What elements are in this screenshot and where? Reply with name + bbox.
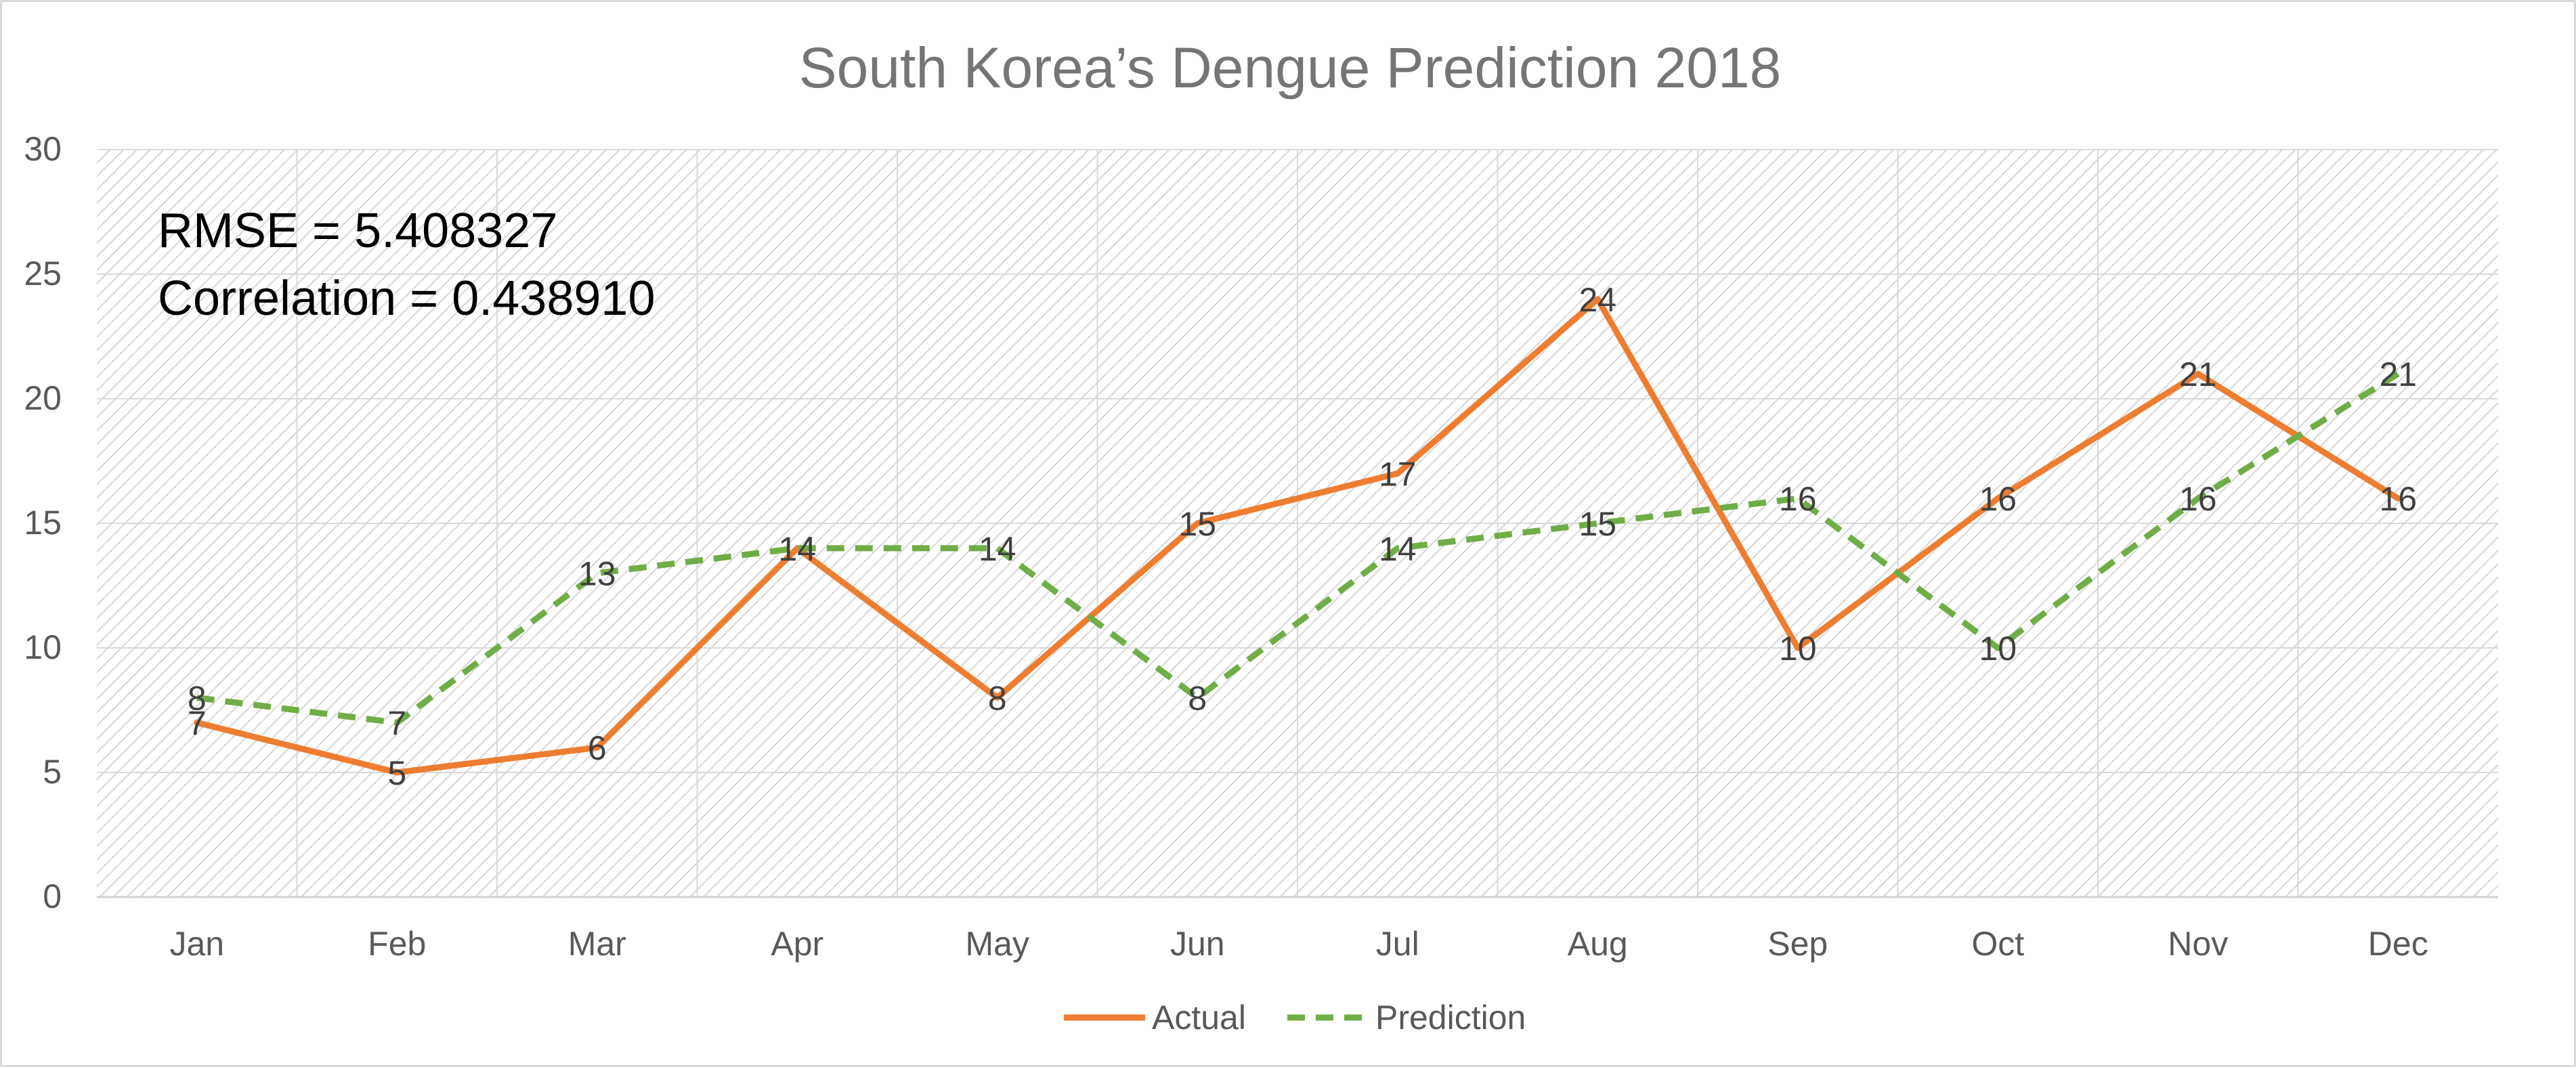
x-tick-label: Sep — [1767, 925, 1828, 963]
data-label-actual: 8 — [988, 680, 1007, 718]
data-label-prediction: 14 — [979, 530, 1016, 568]
x-tick-label: Mar — [568, 925, 626, 963]
x-tick-label: Nov — [2168, 925, 2228, 963]
data-label-prediction: 14 — [778, 530, 816, 568]
data-label-actual: 24 — [1579, 281, 1616, 319]
series-line-actual — [194, 296, 2401, 776]
y-tick-label: 10 — [24, 628, 62, 666]
legend-label-prediction: Prediction — [1375, 999, 1526, 1037]
data-label-prediction: 8 — [188, 680, 207, 718]
y-tick-label: 25 — [24, 255, 62, 292]
data-label-prediction: 16 — [1779, 480, 1817, 518]
gridlines — [97, 149, 2498, 897]
data-label-actual: 21 — [2179, 355, 2217, 393]
legend: Actual Prediction — [1064, 999, 1526, 1037]
series-line-prediction — [196, 371, 2400, 726]
data-label-actual: 16 — [1979, 480, 2017, 518]
data-label-prediction: 8 — [1188, 680, 1207, 718]
x-tick-label: Feb — [368, 925, 426, 963]
chart-title: South Korea’s Dengue Prediction 2018 — [799, 36, 1782, 100]
data-label-actual: 10 — [1779, 630, 1817, 668]
y-tick-label: 30 — [24, 130, 62, 168]
series-lines — [194, 296, 2401, 776]
x-tick-label: Jul — [1376, 925, 1419, 963]
data-label-actual: 14 — [778, 530, 816, 568]
data-label-prediction: 15 — [1579, 505, 1616, 543]
x-tick-label: Jan — [169, 925, 224, 963]
data-label-actual: 16 — [2379, 480, 2417, 518]
legend-label-actual: Actual — [1152, 999, 1246, 1037]
data-label-actual: 6 — [588, 729, 607, 767]
x-tick-label: Dec — [2368, 925, 2428, 963]
y-tick-label: 20 — [24, 379, 62, 417]
data-label-actual: 5 — [387, 754, 406, 792]
correlation-annotation: Correlation = 0.438910 — [158, 271, 656, 326]
data-label-prediction: 21 — [2379, 355, 2417, 393]
y-tick-label: 0 — [43, 877, 62, 915]
x-tick-label: Jun — [1170, 925, 1225, 963]
axes: 0 5 10 15 20 25 30 Jan Feb Mar Apr May Jun Jul Aug Sep O… — [24, 130, 2498, 963]
data-label-prediction: 10 — [1979, 630, 2017, 668]
data-label-actual: 17 — [1379, 455, 1417, 493]
x-tick-label: Oct — [1971, 925, 2024, 963]
data-label-prediction: 13 — [578, 555, 616, 593]
data-label-prediction: 7 — [387, 704, 406, 742]
x-tick-label: Aug — [1568, 925, 1628, 963]
y-tick-label: 5 — [43, 753, 62, 791]
data-label-actual: 7 — [188, 704, 207, 742]
x-tick-label: Apr — [771, 925, 823, 963]
x-tick-label: May — [966, 925, 1029, 963]
rmse-annotation: RMSE = 5.408327 — [158, 204, 557, 258]
data-label-prediction: 16 — [2179, 480, 2217, 518]
data-label-actual: 15 — [1178, 505, 1216, 543]
y-tick-label: 15 — [24, 504, 62, 542]
data-label-prediction: 14 — [1379, 530, 1417, 568]
